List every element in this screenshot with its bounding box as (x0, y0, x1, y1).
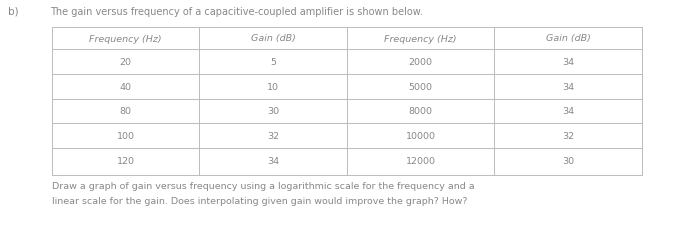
Text: 40: 40 (120, 82, 132, 91)
Text: 34: 34 (267, 156, 279, 165)
Text: 34: 34 (562, 82, 575, 91)
Text: 10000: 10000 (406, 132, 436, 141)
Text: 5: 5 (270, 58, 276, 67)
Text: The gain versus frequency of a capacitive-coupled amplifier is shown below.: The gain versus frequency of a capacitiv… (50, 7, 423, 17)
Text: 120: 120 (117, 156, 135, 165)
Text: 2000: 2000 (409, 58, 433, 67)
Text: 100: 100 (117, 132, 135, 141)
Text: b): b) (8, 7, 19, 17)
Text: 5000: 5000 (409, 82, 433, 91)
Text: Gain (dB): Gain (dB) (545, 34, 591, 43)
Text: 34: 34 (562, 107, 575, 116)
Text: 10: 10 (267, 82, 279, 91)
Text: 32: 32 (562, 132, 575, 141)
Text: 20: 20 (120, 58, 132, 67)
Text: Draw a graph of gain versus frequency using a logarithmic scale for the frequenc: Draw a graph of gain versus frequency us… (52, 181, 475, 190)
Text: 12000: 12000 (406, 156, 436, 165)
Text: 30: 30 (562, 156, 575, 165)
Bar (52, 28, 642, 175)
Text: 80: 80 (120, 107, 132, 116)
Text: Frequency (Hz): Frequency (Hz) (90, 34, 162, 43)
Text: 32: 32 (267, 132, 279, 141)
Text: linear scale for the gain. Does interpolating given gain would improve the graph: linear scale for the gain. Does interpol… (52, 196, 468, 205)
Text: Gain (dB): Gain (dB) (251, 34, 296, 43)
Text: 8000: 8000 (409, 107, 433, 116)
Text: 34: 34 (562, 58, 575, 67)
Text: Frequency (Hz): Frequency (Hz) (384, 34, 457, 43)
Text: 30: 30 (267, 107, 279, 116)
